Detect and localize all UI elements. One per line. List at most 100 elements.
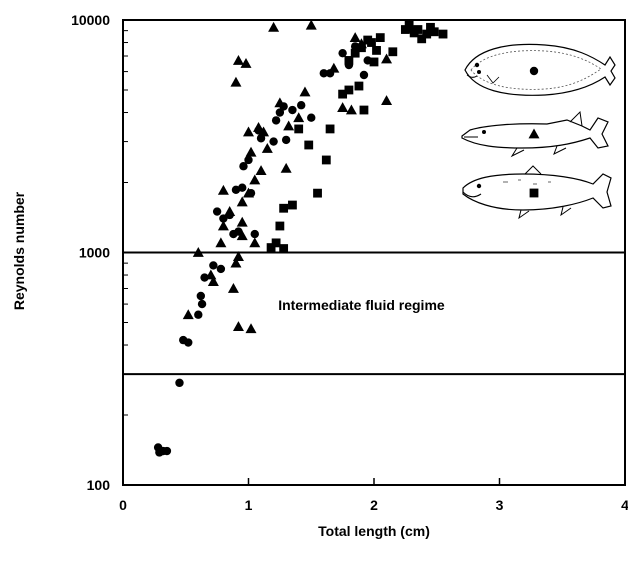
triangle-point — [293, 112, 305, 123]
square-point — [372, 46, 381, 55]
triangle-point — [230, 257, 242, 268]
square-point — [288, 200, 297, 210]
circle-point — [162, 446, 172, 456]
circle-point — [275, 108, 285, 117]
circle-point — [338, 48, 347, 58]
triangle-point — [217, 184, 229, 195]
flatfish-icon — [464, 43, 616, 96]
triangle-point — [227, 283, 239, 293]
square-point — [375, 33, 385, 43]
triangle-point — [232, 54, 244, 65]
y-tick-label: 100 — [87, 477, 111, 493]
square-point — [338, 89, 348, 99]
y-tick-label: 10000 — [71, 12, 110, 28]
triangle-point — [207, 276, 219, 286]
circle-point — [219, 214, 228, 223]
triangle-point — [261, 143, 273, 153]
square-point — [417, 34, 427, 44]
triangle-point — [305, 19, 317, 30]
square-point — [266, 243, 276, 252]
square-point — [279, 203, 289, 213]
circle-point — [212, 207, 222, 216]
circle-point — [239, 162, 248, 171]
square-point — [413, 25, 423, 34]
square-point — [388, 47, 398, 57]
square-point — [357, 43, 366, 53]
triangle-point — [240, 57, 252, 68]
circle-point — [216, 264, 226, 274]
triangle-point — [224, 206, 236, 216]
y-tick-label: 1000 — [79, 245, 110, 261]
triangle-point — [232, 321, 244, 332]
triangle-point — [258, 126, 270, 137]
annotation-intermediate-regime: Intermediate fluid regime — [278, 297, 445, 313]
triangle-point — [253, 121, 265, 132]
legend — [461, 43, 616, 220]
triangle-point — [283, 120, 295, 131]
triangle-point — [217, 220, 229, 231]
x-tick-label: 0 — [119, 497, 127, 513]
circle-point — [196, 291, 206, 301]
circle-point — [297, 101, 306, 110]
circle-point — [155, 448, 164, 457]
triangle-point — [215, 237, 227, 248]
circle-point — [238, 183, 247, 192]
legend-marker-square — [529, 188, 539, 198]
triangle-point — [182, 309, 194, 320]
x-tick-label: 4 — [621, 497, 628, 513]
square-point — [279, 244, 289, 253]
triangle-point — [249, 237, 261, 248]
plot-area: 0 1 2 3 4 100 1000 10000 — [71, 12, 628, 513]
square-point — [294, 124, 304, 134]
triangle-point — [245, 323, 257, 334]
triangle-point — [192, 247, 204, 257]
circle-point — [359, 70, 369, 80]
triangle-point — [255, 165, 267, 176]
y-axis-title: Reynolds number — [11, 191, 27, 310]
x-tick-label: 1 — [245, 497, 253, 513]
square-point — [369, 57, 379, 67]
square-point — [367, 38, 376, 47]
square-point — [422, 29, 432, 39]
triangle-point — [236, 230, 248, 241]
square-point — [304, 140, 314, 150]
x-tick-label: 2 — [370, 497, 378, 513]
circle-point — [175, 378, 184, 388]
square-point — [426, 22, 435, 32]
chart-labels: Intermediate fluid regime Total length (… — [11, 191, 445, 539]
circle-point — [244, 155, 253, 165]
triangle-point — [345, 104, 357, 115]
square-point — [354, 81, 364, 91]
circle-point — [209, 261, 218, 270]
circle-point — [281, 135, 291, 145]
triangle-point — [328, 62, 340, 73]
triangle-point — [381, 53, 393, 64]
triangle-point — [381, 95, 393, 106]
square-point — [429, 27, 439, 37]
triangle-point — [236, 196, 248, 207]
triangle-point — [236, 216, 248, 227]
legend-marker-triangle — [528, 128, 540, 139]
square-point — [438, 29, 448, 39]
triangle-point — [243, 187, 254, 198]
circle-point — [288, 105, 297, 115]
square-point — [344, 85, 354, 95]
square-point — [404, 20, 414, 30]
triangle-point — [245, 146, 257, 157]
circle-point — [319, 69, 328, 78]
triangle-point — [268, 21, 280, 32]
triangle-point — [337, 102, 349, 112]
x-tick-label: 3 — [496, 497, 504, 513]
legend-marker-circle — [529, 66, 539, 76]
square-point — [321, 155, 331, 165]
square-point — [325, 124, 335, 134]
circle-point — [269, 137, 278, 146]
triangle-point — [299, 86, 311, 97]
square-point — [359, 105, 369, 115]
x-axis-title: Total length (cm) — [318, 523, 430, 539]
square-point — [275, 221, 285, 231]
circle-point — [197, 299, 207, 309]
square-point — [350, 48, 360, 58]
data-points — [153, 19, 448, 457]
